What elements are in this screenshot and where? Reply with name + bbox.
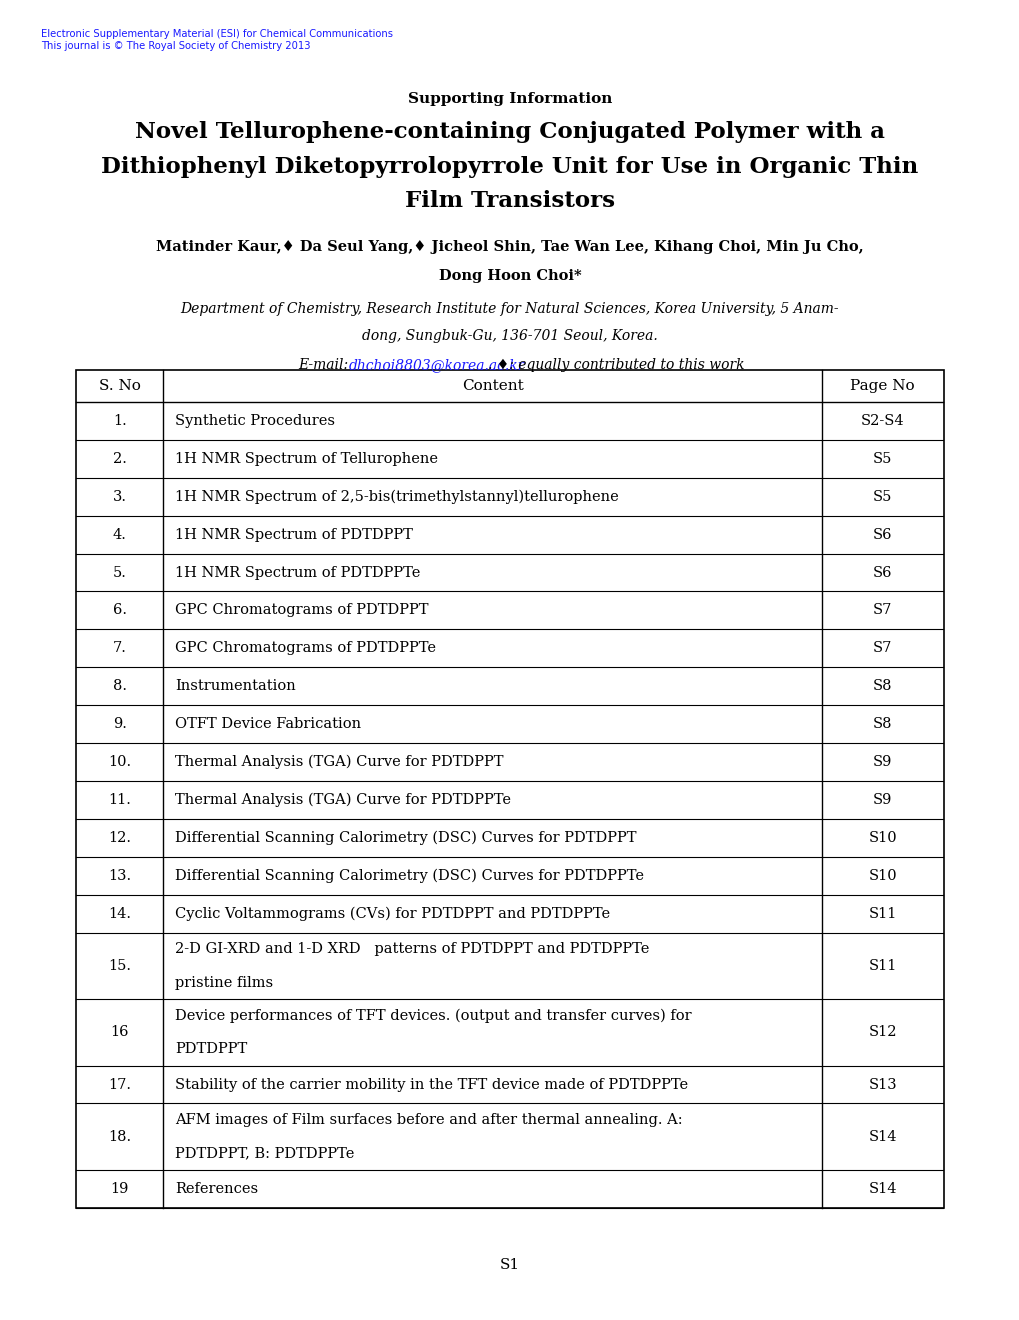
Text: Supporting Information: Supporting Information (408, 92, 611, 107)
Text: S11: S11 (868, 907, 896, 921)
Text: S14: S14 (868, 1130, 896, 1143)
Text: S10: S10 (867, 869, 897, 883)
Text: Department of Chemistry, Research Institute for Natural Sciences, Korea Universi: Department of Chemistry, Research Instit… (180, 302, 839, 317)
Text: S6: S6 (872, 528, 892, 541)
Text: 15.: 15. (108, 960, 131, 973)
Text: References: References (175, 1181, 258, 1196)
Text: PDTDPPT, B: PDTDPPTe: PDTDPPT, B: PDTDPPTe (175, 1146, 355, 1160)
Text: Page No: Page No (850, 379, 914, 393)
Text: 2-D GI-XRD and 1-D XRD   patterns of PDTDPPT and PDTDPPTe: 2-D GI-XRD and 1-D XRD patterns of PDTDP… (175, 942, 649, 957)
Text: E-mail:: E-mail: (298, 358, 353, 372)
Text: S1: S1 (499, 1258, 520, 1271)
Text: S8: S8 (872, 680, 892, 693)
Text: Novel Tellurophene-containing Conjugated Polymer with a: Novel Tellurophene-containing Conjugated… (135, 121, 884, 144)
Text: Device performances of TFT devices. (output and transfer curves) for: Device performances of TFT devices. (out… (175, 1008, 691, 1023)
Text: PDTDPPT: PDTDPPT (175, 1041, 248, 1056)
Text: AFM images of Film surfaces before and after thermal annealing. A:: AFM images of Film surfaces before and a… (175, 1113, 683, 1127)
Text: 6.: 6. (113, 603, 126, 618)
Text: 5.: 5. (113, 565, 126, 579)
Text: This journal is © The Royal Society of Chemistry 2013: This journal is © The Royal Society of C… (41, 41, 310, 51)
Text: Dong Hoon Choi*: Dong Hoon Choi* (438, 269, 581, 284)
Text: Film Transistors: Film Transistors (405, 190, 614, 213)
Text: 1.: 1. (113, 413, 126, 428)
Text: . ♦: equally contributed to this work: . ♦: equally contributed to this work (487, 358, 744, 372)
Text: S5: S5 (872, 490, 892, 504)
Text: 19: 19 (110, 1181, 129, 1196)
Text: 10.: 10. (108, 755, 131, 770)
Text: S7: S7 (872, 642, 892, 655)
Text: 1H NMR Spectrum of PDTDPPT: 1H NMR Spectrum of PDTDPPT (175, 528, 413, 541)
Text: 1H NMR Spectrum of 2,5-bis(trimethylstannyl)tellurophene: 1H NMR Spectrum of 2,5-bis(trimethylstan… (175, 490, 619, 504)
Text: Stability of the carrier mobility in the TFT device made of PDTDPPTe: Stability of the carrier mobility in the… (175, 1077, 688, 1092)
Text: 18.: 18. (108, 1130, 131, 1143)
Text: 12.: 12. (108, 832, 131, 845)
Text: pristine films: pristine films (175, 975, 273, 990)
Text: S11: S11 (868, 960, 896, 973)
Text: S9: S9 (872, 793, 892, 807)
Text: Dithiophenyl Diketopyrrolopyrrole Unit for Use in Organic Thin: Dithiophenyl Diketopyrrolopyrrole Unit f… (101, 156, 918, 178)
Text: S7: S7 (872, 603, 892, 618)
Text: Synthetic Procedures: Synthetic Procedures (175, 413, 335, 428)
Text: 7.: 7. (113, 642, 126, 655)
Text: Instrumentation: Instrumentation (175, 680, 296, 693)
Text: 9.: 9. (113, 717, 126, 731)
Text: S13: S13 (867, 1077, 897, 1092)
Text: S5: S5 (872, 451, 892, 466)
Text: 2.: 2. (113, 451, 126, 466)
Text: Electronic Supplementary Material (ESI) for Chemical Communications: Electronic Supplementary Material (ESI) … (41, 29, 392, 40)
Text: 13.: 13. (108, 869, 131, 883)
Text: S10: S10 (867, 832, 897, 845)
Text: S. No: S. No (99, 379, 141, 393)
Bar (76, 370, 943, 1208)
Text: Differential Scanning Calorimetry (DSC) Curves for PDTDPPT: Differential Scanning Calorimetry (DSC) … (175, 830, 636, 845)
Text: 14.: 14. (108, 907, 131, 921)
Text: 1H NMR Spectrum of PDTDPPTe: 1H NMR Spectrum of PDTDPPTe (175, 565, 421, 579)
Text: GPC Chromatograms of PDTDPPTe: GPC Chromatograms of PDTDPPTe (175, 642, 436, 655)
Text: OTFT Device Fabrication: OTFT Device Fabrication (175, 717, 361, 731)
Text: 1H NMR Spectrum of Tellurophene: 1H NMR Spectrum of Tellurophene (175, 451, 438, 466)
Text: Cyclic Voltammograms (CVs) for PDTDPPT and PDTDPPTe: Cyclic Voltammograms (CVs) for PDTDPPT a… (175, 907, 610, 921)
Text: 3.: 3. (113, 490, 126, 504)
Text: S8: S8 (872, 717, 892, 731)
Text: GPC Chromatograms of PDTDPPT: GPC Chromatograms of PDTDPPT (175, 603, 429, 618)
Text: 4.: 4. (113, 528, 126, 541)
Text: 8.: 8. (113, 680, 126, 693)
Text: 11.: 11. (108, 793, 131, 807)
Text: Thermal Analysis (TGA) Curve for PDTDPPT: Thermal Analysis (TGA) Curve for PDTDPPT (175, 755, 503, 770)
Text: dong, Sungbuk-Gu, 136-701 Seoul, Korea.: dong, Sungbuk-Gu, 136-701 Seoul, Korea. (362, 329, 657, 343)
Text: 17.: 17. (108, 1077, 131, 1092)
Text: S6: S6 (872, 565, 892, 579)
Text: Differential Scanning Calorimetry (DSC) Curves for PDTDPPTe: Differential Scanning Calorimetry (DSC) … (175, 869, 644, 883)
Text: S12: S12 (868, 1026, 896, 1039)
Text: 16: 16 (110, 1026, 129, 1039)
Text: S2-S4: S2-S4 (860, 413, 904, 428)
Text: Matinder Kaur,♦ Da Seul Yang,♦ Jicheol Shin, Tae Wan Lee, Kihang Choi, Min Ju Ch: Matinder Kaur,♦ Da Seul Yang,♦ Jicheol S… (156, 240, 863, 255)
Text: S9: S9 (872, 755, 892, 770)
Text: Thermal Analysis (TGA) Curve for PDTDPPTe: Thermal Analysis (TGA) Curve for PDTDPPT… (175, 793, 511, 808)
Text: S14: S14 (868, 1181, 896, 1196)
Text: dhchoi8803@korea.ac.kr: dhchoi8803@korea.ac.kr (348, 358, 525, 372)
Text: Content: Content (462, 379, 523, 393)
